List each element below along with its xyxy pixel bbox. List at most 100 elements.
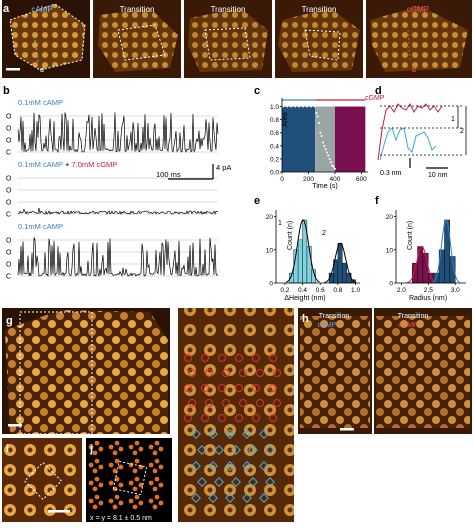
camp-subunit-marker [231, 445, 241, 455]
afm-frame-1 [2, 0, 90, 78]
height-profile-camp [379, 127, 437, 161]
frame-5-title: cGMP [407, 5, 429, 14]
y-tick-label: 10 [386, 247, 394, 254]
panel-d-label: d [375, 85, 382, 97]
trace-level-label: C [6, 274, 11, 281]
area-point [306, 105, 309, 108]
trace-level-label: O [6, 262, 12, 269]
symmetry-subunit [108, 498, 114, 504]
gaussian-fit [407, 245, 437, 284]
cgmp-subunit-marker [222, 399, 230, 407]
area-point [286, 105, 289, 108]
profile-scale-width: 10 nm [428, 172, 448, 179]
symmetry-subunit [148, 444, 154, 450]
symmetry-subunit [112, 450, 118, 456]
cgmp-subunit-marker [184, 384, 192, 392]
panel-i-label: i [6, 443, 9, 455]
y-tick-label: 0.8 [270, 117, 279, 124]
cgmp-subunit-marker [188, 369, 196, 377]
y-tick-label: 0.6 [270, 130, 279, 137]
chart-f: 0 10 20 2.0 2.5 3.0 [386, 210, 466, 294]
x-tick-label: 600 [356, 176, 367, 183]
cgmp-subunit-marker [256, 369, 264, 377]
camp-subunit-marker [248, 477, 258, 487]
panel-f-label: f [375, 195, 379, 207]
camp-subunit-marker [197, 445, 207, 455]
symmetry-subunit [148, 498, 154, 504]
symmetry-subunit [134, 476, 140, 482]
area-point [324, 148, 327, 151]
phase-bar-cgmp [334, 106, 366, 172]
symmetry-subunit [154, 440, 160, 446]
panel-h-label: h [302, 313, 309, 325]
cgmp-subunit-marker [184, 354, 192, 362]
symmetry-subunit [98, 464, 104, 470]
symmetry-subunit [118, 464, 124, 470]
trace-level-label: O [6, 138, 12, 145]
scale-time-label: 100 ms [156, 170, 181, 179]
symmetry-subunit [134, 458, 140, 464]
h-frame-1-title: Transition [319, 313, 350, 320]
frame-4-title: Transition [302, 5, 337, 14]
trace-line [17, 112, 219, 154]
frame-1-title: cAMP [31, 5, 52, 14]
camp-subunit-marker [242, 461, 252, 471]
symmetry-subunit [152, 504, 158, 510]
symmetry-subunit [92, 504, 98, 510]
chart-e-peak-2: 2 [322, 230, 326, 237]
symmetry-subunit [94, 440, 100, 446]
panel-a: a cAMP Transition Transition Transition … [2, 0, 472, 78]
area-point [290, 105, 293, 108]
symmetry-subunit [132, 450, 138, 456]
camp-subunit-marker [248, 445, 258, 455]
trace-2-legend: 0.1mM cAMP + 7.0mM cGMP [18, 160, 117, 169]
symmetry-subunit [88, 480, 94, 486]
gaussian-fit [432, 219, 460, 283]
hist-bar [346, 272, 352, 284]
panel-j: j x = y = 8.1 ± 0.5 nm [86, 438, 172, 522]
trace-scale-bar: 100 ms 4 pA [156, 163, 231, 180]
symmetry-subunit [128, 480, 134, 486]
camp-subunit-marker [259, 493, 269, 503]
hist-bar [306, 246, 312, 284]
panel-e: e 0 10 20 0.2 0.4 0.6 0.8 1.0 Count (n) ΔHeight… [254, 195, 360, 302]
camp-subunit-marker [225, 493, 235, 503]
trace-2-legend-plus: + [63, 160, 72, 169]
camp-subunit-marker [208, 461, 218, 471]
panel-i: i [2, 438, 82, 522]
cgmp-subunit-marker [201, 354, 209, 362]
symmetry-subunit [158, 446, 164, 452]
camp-subunit-marker [208, 429, 218, 439]
cgmp-subunit-marker [201, 384, 209, 392]
symmetry-subunit [118, 500, 124, 506]
area-point [310, 105, 313, 108]
trace-level-label: O [6, 188, 12, 195]
symmetry-subunit [128, 444, 134, 450]
hist-bar [433, 272, 440, 284]
camp-subunit-marker [242, 429, 252, 439]
cgmp-subunit-marker [239, 399, 247, 407]
trace-level-label: O [6, 126, 12, 133]
y-tick-label: 20 [266, 214, 274, 221]
symmetry-subunit [118, 446, 124, 452]
symmetry-subunit [158, 464, 164, 470]
area-point [298, 105, 301, 108]
profile-level-2-label: 2 [460, 128, 464, 135]
panel-c: c 0.0 0.2 0.4 0.6 0.8 1.0 0 200 400 600 Area Time… [254, 85, 385, 190]
area-point [282, 105, 285, 108]
camp-subunit-marker [259, 461, 269, 471]
area-point [320, 135, 323, 137]
camp-subunit-marker [191, 461, 201, 471]
camp-subunit-marker [197, 477, 207, 487]
camp-subunit-marker [259, 429, 269, 439]
height-profile-cgmp [377, 103, 443, 161]
area-point [323, 144, 326, 147]
symmetry-subunit [154, 476, 160, 482]
symmetry-subunit [108, 444, 114, 450]
cgmp-subunit-marker [235, 414, 243, 422]
y-tick-label: 0 [389, 281, 393, 288]
panel-g: g [2, 308, 294, 522]
area-point [314, 105, 317, 108]
